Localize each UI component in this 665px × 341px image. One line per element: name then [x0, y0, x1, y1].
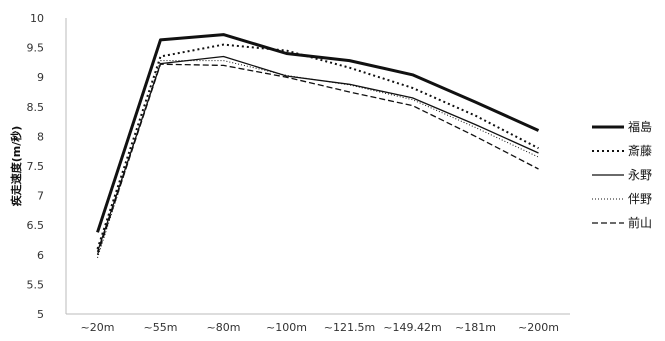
axes: [65, 18, 570, 315]
legend-label: 福島: [628, 119, 652, 134]
y-tick-label: 5.5: [27, 278, 45, 291]
y-tick-label: 7: [37, 190, 44, 203]
x-tick-label: ~149.42m: [383, 321, 441, 334]
y-axis-label: 疾走速度(m/秒): [9, 126, 23, 207]
y-tick-label: 6: [37, 249, 44, 262]
y-tick-label: 10: [30, 12, 44, 25]
y-tick-labels: 5 5.5 6 6.5 7 7.5 8 8.5 9 9.5 10: [27, 12, 45, 321]
x-tick-label: ~20m: [81, 321, 115, 334]
legend-label: 斎藤: [628, 143, 652, 158]
x-tick-label: ~121.5m: [324, 321, 375, 334]
legend-label: 伴野: [628, 192, 652, 206]
series-line: [96, 63, 539, 256]
series-line: [96, 43, 539, 250]
x-tick-label: ~80m: [207, 321, 241, 334]
legend-label: 前山: [628, 215, 652, 230]
series-line: [97, 60, 539, 258]
y-tick-label: 9: [37, 71, 44, 84]
x-tick-label: ~200m: [518, 321, 559, 334]
y-tick-label: 5: [37, 308, 44, 321]
x-tick-label: ~181m: [455, 321, 496, 334]
series-line: [96, 55, 539, 253]
x-tick-labels: ~20m ~55m ~80m ~100m ~121.5m ~149.42m ~181m ~20…: [81, 321, 559, 334]
y-tick-label: 6.5: [27, 219, 45, 232]
y-tick-label: 8: [37, 130, 44, 143]
series-line: [96, 33, 540, 233]
series-lines: [96, 33, 540, 258]
y-tick-label: 7.5: [27, 160, 45, 173]
x-tick-label: ~55m: [144, 321, 178, 334]
y-tick-label: 8.5: [27, 101, 45, 114]
x-tick-label: ~100m: [266, 321, 307, 334]
y-tick-label: 9.5: [27, 42, 45, 55]
legend-label: 永野: [628, 168, 652, 182]
